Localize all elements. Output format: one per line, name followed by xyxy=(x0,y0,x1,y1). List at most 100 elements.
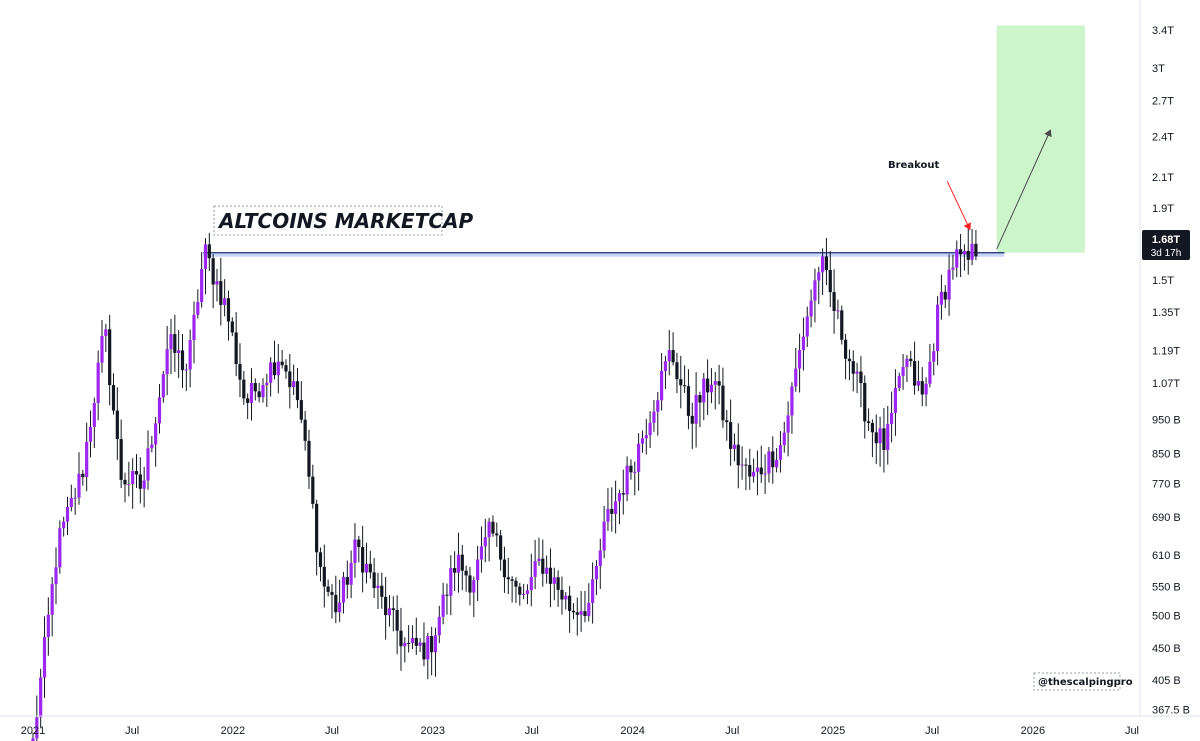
candle xyxy=(824,238,829,286)
candle-body xyxy=(200,268,204,303)
candle-body xyxy=(456,554,461,573)
candle-body xyxy=(134,471,139,475)
candle-body xyxy=(188,340,192,370)
candle-body xyxy=(951,267,955,270)
candle xyxy=(893,369,898,436)
candle xyxy=(77,452,81,505)
candle-body xyxy=(391,608,395,611)
candle xyxy=(545,555,549,584)
candle xyxy=(441,582,445,625)
candle xyxy=(165,326,169,396)
candle xyxy=(759,445,763,483)
price-tick-label: 2.7T xyxy=(1152,95,1174,107)
candle xyxy=(556,570,560,607)
credit-text: @thescalpingpro xyxy=(1038,677,1133,688)
candle-body xyxy=(809,300,813,317)
candle xyxy=(242,371,246,405)
candle-body xyxy=(748,465,752,477)
candle-body xyxy=(433,635,438,653)
resistance-band xyxy=(203,252,1005,257)
candle-body xyxy=(483,537,487,547)
last-price-tag: 1.68T 3d 17h xyxy=(1142,230,1190,260)
candle xyxy=(928,343,932,388)
candle xyxy=(157,384,162,434)
time-tick-label: Jul xyxy=(325,725,339,737)
candle-body xyxy=(142,480,146,489)
candle-body xyxy=(732,444,737,449)
time-tick-label: Jul xyxy=(725,725,739,737)
candle-body xyxy=(361,547,365,573)
candle-body xyxy=(288,371,292,388)
candle xyxy=(142,466,146,508)
candle-body xyxy=(617,493,622,502)
candle xyxy=(740,446,744,480)
candle xyxy=(138,457,142,504)
candle xyxy=(817,266,821,305)
candle xyxy=(955,240,959,278)
candle xyxy=(571,603,576,620)
candle-body xyxy=(479,546,484,560)
candle xyxy=(345,560,349,599)
candle xyxy=(349,550,353,599)
candle xyxy=(886,406,890,465)
candle xyxy=(587,583,591,622)
candle-body xyxy=(269,362,273,383)
candle-body xyxy=(115,410,119,440)
candle-body xyxy=(962,250,967,255)
candle xyxy=(403,637,407,663)
candle-body xyxy=(878,428,882,444)
candle-body xyxy=(518,586,522,595)
candle-body xyxy=(671,350,675,363)
candle-body xyxy=(759,467,763,475)
candle xyxy=(568,586,572,633)
price-axis[interactable]: 3.4T 3T 2.7T 2.4T 2.1T 1.9T 1.5T 1.35T 1.19T 1.07… xyxy=(1152,25,1190,717)
candle-body xyxy=(460,554,464,571)
time-tick-label: 2022 xyxy=(221,725,245,737)
resistance-layer xyxy=(203,252,1005,257)
candle xyxy=(855,362,859,394)
candle-body xyxy=(62,521,66,529)
candle xyxy=(96,350,100,421)
candle-body xyxy=(77,473,81,498)
title-box[interactable]: ALTCOINS MARKETCAP xyxy=(213,205,474,236)
candle-body xyxy=(782,432,786,446)
candle xyxy=(104,323,108,352)
candle-body xyxy=(334,594,338,613)
candle xyxy=(706,359,710,416)
candle-body xyxy=(843,339,848,359)
candle xyxy=(529,553,533,607)
time-axis[interactable]: 2021 Jul 2022 Jul 2023 Jul 2024 Jul 2025 Jul 2026 J… xyxy=(21,725,1139,737)
candle xyxy=(303,410,307,451)
candle-body xyxy=(399,630,403,647)
candle-body xyxy=(207,244,211,259)
candle xyxy=(483,518,487,563)
candle xyxy=(610,487,614,532)
candle xyxy=(598,538,602,589)
candle xyxy=(357,535,361,563)
candle xyxy=(679,355,683,409)
candle-body xyxy=(510,579,514,581)
candle-body xyxy=(192,314,196,341)
candle xyxy=(874,414,878,464)
candle-body xyxy=(545,567,549,574)
candle-body xyxy=(437,616,441,636)
candle-body xyxy=(755,467,760,472)
price-tick-label: 3T xyxy=(1152,63,1165,75)
candle xyxy=(690,402,694,449)
candle xyxy=(828,251,832,308)
candle-body xyxy=(92,403,96,427)
candle xyxy=(820,248,825,296)
candle xyxy=(840,305,844,345)
candle xyxy=(548,548,553,608)
chart-title: ALTCOINS MARKETCAP xyxy=(217,209,474,233)
candle xyxy=(150,436,154,453)
candle xyxy=(62,516,66,537)
price-tick-label: 450 B xyxy=(1152,643,1181,655)
candle-body xyxy=(786,415,790,433)
candle xyxy=(752,458,756,483)
last-price-tag-bg xyxy=(1142,230,1190,260)
candle-body xyxy=(529,576,533,591)
candle-body xyxy=(974,243,978,257)
candle-body xyxy=(790,386,794,416)
candle-body xyxy=(246,398,250,403)
